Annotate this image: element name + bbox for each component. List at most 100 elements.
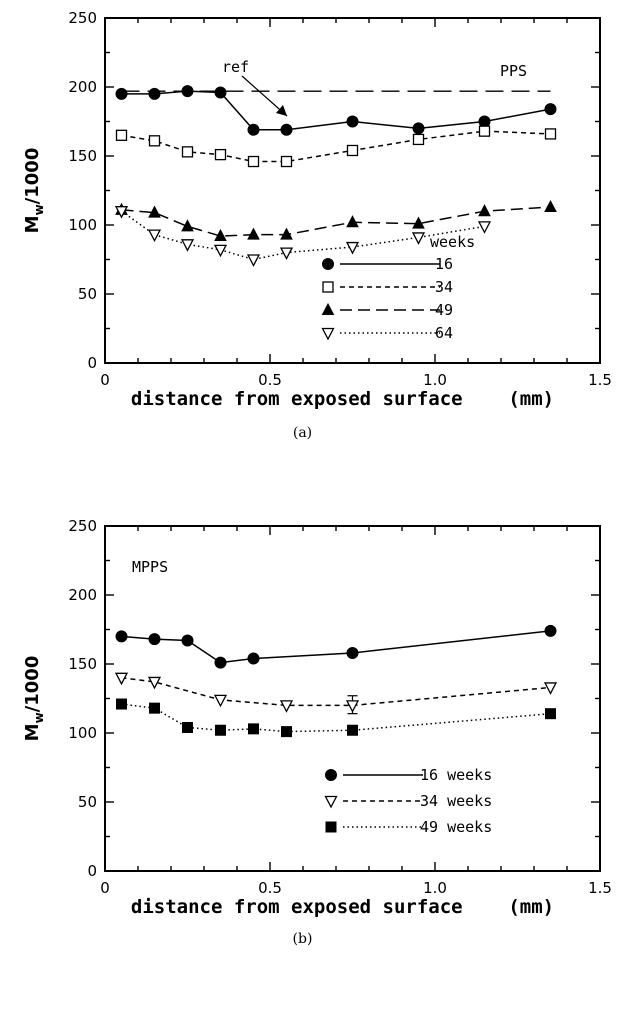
data-point-64 [345,241,360,255]
legend-label: 64 [435,324,453,342]
data-point-49 [544,199,557,213]
legend-entry: 16 [322,255,453,273]
data-point-16-weeks [214,656,227,669]
data-point-legend [325,769,337,781]
series-line [121,206,551,237]
data-point-legend [322,258,334,270]
data-point-34-weeks [213,694,228,708]
x-tick-label: 0.5 [258,879,282,897]
panel-caption: (b) [293,931,313,947]
y-tick-label: 150 [68,147,97,165]
data-point-34 [346,144,359,157]
data-point-legend [321,327,335,341]
data-point-64 [180,239,195,252]
data-point-legend [321,302,335,315]
data-point-16 [280,123,293,136]
legend-label: 34 [435,278,453,296]
y-tick-label: 250 [68,9,97,27]
series-line [121,703,551,733]
x-axis-title: distance from exposed surface (mm) [131,388,554,410]
data-point-34-weeks [114,672,129,686]
series-line [121,130,551,163]
data-point-16 [478,115,491,128]
data-point-49-weeks [545,708,556,720]
data-point-64 [279,247,294,261]
x-tick-label: 0.5 [258,371,282,389]
series-34 [115,125,557,168]
data-point-34 [214,148,227,161]
legend-entry: 49 weeks [325,818,492,836]
data-point-49 [214,228,227,242]
legend-entry: 64 [321,324,453,342]
legend-label: 16 [435,255,453,273]
data-point-legend [324,795,338,809]
y-tick-label: 200 [68,586,97,604]
x-tick-label: 0 [100,371,110,389]
x-tick-label: 0 [100,879,110,897]
legend-label: 16 weeks [420,766,492,784]
data-point-34-weeks [147,676,162,690]
panel-annotation: MPPS [132,558,168,576]
data-point-49-weeks [347,724,358,736]
data-point-34 [544,128,557,140]
data-point-49-weeks [116,698,127,710]
data-point-16 [181,85,194,98]
legend-entry: 34 weeks [324,792,492,810]
data-point-49 [478,204,491,217]
series-64 [114,206,492,267]
y-tick-label: 100 [68,724,97,742]
data-point-34 [247,155,260,168]
reference-arrowhead [276,105,287,116]
data-point-64 [246,254,261,267]
panel-caption: (a) [293,425,312,441]
data-point-49 [247,227,260,240]
data-point-16-weeks [148,633,161,646]
x-tick-label: 1.0 [423,371,447,389]
data-point-49-weeks [281,726,292,738]
data-point-34-weeks [345,700,360,713]
legend-entry: 34 [322,278,453,296]
panel-annotation: PPS [500,62,527,80]
data-point-64 [477,221,492,234]
y-axis-title: Mw/1000 [22,656,46,742]
data-point-64 [411,232,426,245]
x-axis-title: distance from exposed surface (mm) [131,896,554,918]
data-point-64 [213,244,228,258]
data-point-16 [412,122,425,135]
reference-label: ref [222,58,249,76]
data-point-34 [280,155,293,168]
y-tick-label: 200 [68,78,97,96]
y-tick-label: 250 [68,517,97,535]
data-point-64 [147,229,162,243]
data-point-legend [325,821,337,833]
x-tick-label: 1.5 [588,879,612,897]
data-point-49-weeks [182,721,193,733]
data-point-49 [280,227,293,240]
data-point-34-weeks [279,700,294,713]
data-point-16-weeks [181,634,194,647]
y-tick-label: 150 [68,655,97,673]
data-point-49-weeks [215,724,226,736]
data-point-34-weeks [543,682,558,695]
y-axis-title: Mw/1000 [22,148,46,234]
x-tick-label: 1.5 [588,371,612,389]
y-tick-label: 100 [68,216,97,234]
data-point-49-weeks [248,723,259,735]
data-point-49 [346,215,359,228]
series-line [121,677,551,707]
legend-entry: 16 weeks [325,766,492,784]
data-point-49 [412,216,425,229]
legend-label: 34 weeks [420,792,492,810]
data-point-16-weeks [544,624,557,637]
chart-panel-b: 0 50 100 150 200 250 0 0.5 1.0 1.5 distance from e… [22,517,612,947]
data-point-49-weeks [149,702,160,714]
legend-title: weeks [430,233,475,251]
data-point-16-weeks [115,630,128,643]
data-point-16 [214,86,227,99]
series-49-weeks [116,698,556,738]
legend-label: 49 [435,301,453,319]
data-point-16-weeks [247,652,260,665]
series-49 [115,199,557,242]
y-tick-label: 50 [78,285,97,303]
